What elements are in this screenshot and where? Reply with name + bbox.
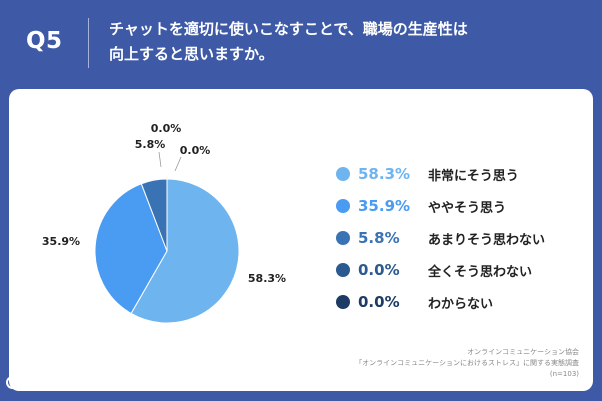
legend-label: 非常にそう思う — [428, 168, 519, 184]
question-text: チャットを適切に使いこなすことで、職場の生産性は 向上すると思いますか。 — [109, 17, 579, 67]
source-line-3: (n=103) — [549, 370, 579, 378]
legend-swatch — [336, 199, 350, 213]
legend-item: 35.9% ややそう思う — [336, 190, 545, 222]
legend: 58.3% 非常にそう思う 35.9% ややそう思う 5.8% あまりそう思わない 0.0%… — [336, 158, 545, 318]
legend-swatch — [336, 263, 350, 277]
pie-data-label-2: 35.9% — [42, 235, 80, 248]
legend-label: 全くそう思わない — [428, 264, 533, 280]
pie-data-label-3: 5.8% — [135, 138, 166, 151]
legend-item: 0.0% 全くそう思わない — [336, 254, 545, 286]
question-line-2: 向上すると思いますか。 — [109, 45, 274, 63]
legend-value: 0.0% — [358, 293, 400, 311]
legend-value: 35.9% — [358, 197, 411, 215]
legend-label: わからない — [428, 296, 494, 312]
legend-swatch — [336, 295, 350, 309]
pie-slice-2 — [94, 183, 168, 315]
source-line-2: 「オンラインコミュニケーションにおけるストレス」に関する実態調査 — [355, 359, 579, 367]
pie-data-label-4: 0.0% — [180, 144, 211, 157]
leader-line-2 — [174, 156, 182, 172]
pie-slice-1 — [130, 178, 240, 324]
legend-value: 58.3% — [358, 165, 411, 183]
question-line-1: チャットを適切に使いこなすことで、職場の生産性は — [109, 20, 468, 38]
brand-pin-icon — [6, 376, 19, 389]
legend-swatch — [336, 167, 350, 181]
legend-label: ややそう思う — [428, 200, 507, 216]
pie-data-label-1: 58.3% — [248, 272, 286, 285]
brand-logo: リサピー — [6, 373, 74, 392]
legend-value: 5.8% — [358, 229, 400, 247]
header: Q5 チャットを適切に使いこなすことで、職場の生産性は 向上すると思いますか。 — [0, 0, 602, 88]
pie-data-label-5: 0.0% — [151, 122, 182, 135]
legend-item: 5.8% あまりそう思わない — [336, 222, 545, 254]
legend-item: 58.3% 非常にそう思う — [336, 158, 545, 190]
legend-value: 0.0% — [358, 261, 400, 279]
brand-name: リサピー — [22, 377, 75, 392]
leader-line-1 — [158, 151, 162, 168]
chart-card: 58.3% 35.9% 5.8% 0.0% 0.0% 58.3% 非常にそう思う 35.9%… — [9, 89, 593, 391]
pie-chart: 58.3% 35.9% 5.8% 0.0% 0.0% — [42, 122, 286, 324]
pie-slice-3 — [140, 178, 168, 252]
header-divider — [88, 18, 89, 68]
source-line-1: オンラインコミュニケーション協会 — [467, 348, 579, 356]
question-number: Q5 — [26, 28, 63, 54]
legend-item: 0.0% わからない — [336, 286, 545, 318]
source-note: オンラインコミュニケーション協会 「オンラインコミュニケーションにおけるストレス… — [355, 347, 579, 380]
legend-swatch — [336, 231, 350, 245]
legend-label: あまりそう思わない — [428, 232, 546, 248]
